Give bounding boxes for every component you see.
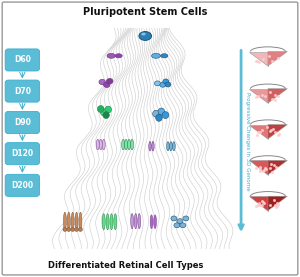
Ellipse shape [122, 139, 124, 150]
Ellipse shape [150, 215, 153, 229]
Ellipse shape [103, 112, 110, 119]
Ellipse shape [96, 139, 99, 150]
Polygon shape [268, 89, 287, 103]
Ellipse shape [131, 214, 134, 229]
Ellipse shape [162, 112, 169, 119]
Text: D120: D120 [11, 149, 33, 158]
Ellipse shape [177, 219, 183, 224]
Ellipse shape [139, 32, 152, 40]
Text: D90: D90 [14, 118, 31, 127]
Ellipse shape [167, 142, 169, 151]
Ellipse shape [99, 79, 106, 85]
Ellipse shape [158, 108, 165, 115]
Polygon shape [248, 160, 268, 175]
Text: D60: D60 [14, 55, 31, 65]
Ellipse shape [161, 54, 168, 58]
Ellipse shape [171, 216, 177, 221]
FancyBboxPatch shape [5, 49, 40, 71]
Ellipse shape [99, 139, 102, 150]
Ellipse shape [134, 214, 137, 229]
Ellipse shape [165, 82, 171, 87]
Ellipse shape [156, 114, 162, 121]
Ellipse shape [153, 110, 159, 117]
Ellipse shape [75, 227, 79, 231]
Ellipse shape [154, 215, 156, 229]
Ellipse shape [152, 53, 160, 58]
FancyBboxPatch shape [2, 2, 298, 275]
Ellipse shape [114, 214, 117, 230]
Ellipse shape [163, 79, 169, 84]
FancyBboxPatch shape [5, 80, 40, 102]
Ellipse shape [138, 214, 141, 229]
Text: D200: D200 [11, 181, 33, 190]
Ellipse shape [106, 214, 109, 230]
Ellipse shape [100, 109, 107, 116]
Ellipse shape [106, 78, 113, 84]
Polygon shape [248, 125, 268, 139]
Polygon shape [248, 52, 268, 66]
FancyBboxPatch shape [5, 111, 40, 134]
Ellipse shape [102, 214, 105, 230]
Polygon shape [268, 196, 287, 211]
Ellipse shape [180, 223, 186, 228]
Ellipse shape [63, 227, 67, 231]
Text: Progressive Changes in 3D Genome: Progressive Changes in 3D Genome [245, 92, 250, 191]
Ellipse shape [67, 212, 70, 230]
Ellipse shape [71, 227, 75, 231]
Ellipse shape [115, 54, 122, 58]
Ellipse shape [63, 212, 66, 230]
Polygon shape [248, 196, 268, 211]
Polygon shape [268, 52, 287, 66]
Ellipse shape [107, 53, 116, 58]
Ellipse shape [103, 82, 110, 88]
Ellipse shape [79, 212, 82, 230]
Ellipse shape [128, 139, 130, 150]
Ellipse shape [152, 141, 154, 151]
Ellipse shape [183, 216, 189, 221]
Ellipse shape [149, 141, 151, 151]
Ellipse shape [105, 106, 112, 113]
Polygon shape [248, 89, 268, 103]
Ellipse shape [110, 214, 113, 230]
Ellipse shape [67, 227, 71, 231]
Text: Pluripotent Stem Cells: Pluripotent Stem Cells [83, 7, 208, 17]
Ellipse shape [172, 142, 175, 151]
Ellipse shape [75, 212, 78, 230]
Text: D70: D70 [14, 87, 31, 96]
Ellipse shape [174, 223, 180, 228]
Polygon shape [268, 125, 287, 139]
Ellipse shape [98, 106, 104, 112]
FancyBboxPatch shape [5, 143, 40, 165]
Ellipse shape [124, 139, 128, 150]
Ellipse shape [169, 142, 172, 151]
Ellipse shape [71, 212, 74, 230]
Polygon shape [268, 160, 287, 175]
Ellipse shape [160, 82, 166, 87]
Ellipse shape [141, 33, 146, 35]
Ellipse shape [154, 81, 160, 86]
Ellipse shape [79, 227, 83, 231]
Ellipse shape [130, 139, 134, 150]
FancyBboxPatch shape [5, 174, 40, 196]
Text: Differentiated Retinal Cell Types: Differentiated Retinal Cell Types [48, 261, 204, 270]
Ellipse shape [102, 139, 105, 150]
